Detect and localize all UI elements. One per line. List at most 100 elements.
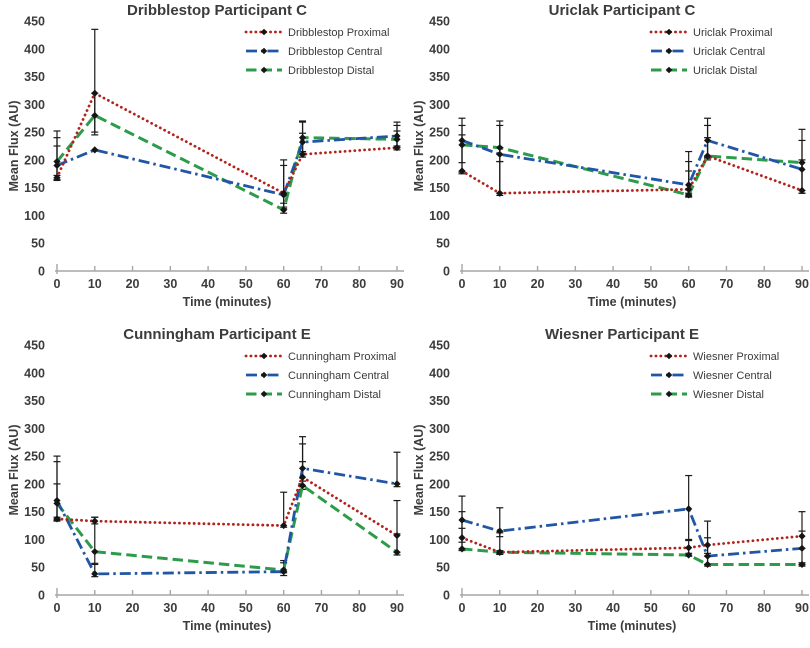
x-tick-label: 30 <box>163 277 177 291</box>
data-point-marker <box>393 548 401 556</box>
chart-title: Uriclak Participant C <box>549 2 696 19</box>
y-tick-label: 200 <box>24 477 45 491</box>
data-point-marker <box>458 534 466 542</box>
x-tick-label: 50 <box>644 277 658 291</box>
data-point-marker <box>665 371 673 379</box>
data-point-marker <box>298 481 307 490</box>
data-point-marker <box>685 505 693 513</box>
series-line <box>461 507 803 558</box>
chart-svg: Wiesner Participant E0501001502002503003… <box>412 326 809 633</box>
y-tick-label: 450 <box>24 339 45 353</box>
x-tick-label: 50 <box>239 601 253 615</box>
x-axis-title: Time (minutes) <box>183 619 272 633</box>
data-point-marker <box>458 167 466 175</box>
data-point-marker <box>798 165 806 173</box>
data-point-marker <box>685 544 693 552</box>
x-tick-label: 20 <box>126 601 140 615</box>
data-point-marker <box>91 111 99 120</box>
y-tick-label: 300 <box>429 98 450 112</box>
y-tick-label: 350 <box>429 394 450 408</box>
data-point-marker <box>280 521 288 530</box>
data-point-marker <box>393 531 401 540</box>
y-tick-label: 400 <box>429 42 450 56</box>
data-point-marker <box>53 161 61 170</box>
x-tick-label: 30 <box>568 601 582 615</box>
legend-label: Dribblestop Central <box>288 46 382 58</box>
series-line <box>460 534 804 554</box>
data-point-marker <box>53 157 61 166</box>
x-axis-title: Time (minutes) <box>183 295 272 309</box>
data-point-marker <box>496 144 504 152</box>
y-tick-label: 450 <box>429 339 450 353</box>
y-tick-label: 450 <box>429 15 450 29</box>
y-tick-label: 250 <box>24 126 45 140</box>
series-line <box>55 113 398 213</box>
y-tick-label: 50 <box>436 237 450 251</box>
data-point-marker <box>280 566 288 574</box>
data-point-marker <box>798 532 806 540</box>
x-tick-label: 70 <box>314 277 328 291</box>
x-tick-label: 10 <box>88 601 102 615</box>
x-tick-label: 40 <box>201 277 215 291</box>
y-tick-label: 100 <box>24 533 45 547</box>
x-tick-label: 70 <box>314 601 328 615</box>
x-tick-label: 90 <box>795 277 809 291</box>
chart-dribblestop-participant-c: Dribblestop Participant C 0 50 100 150 200 250… <box>0 0 405 324</box>
x-tick-label: 0 <box>459 277 466 291</box>
data-point-marker <box>685 191 693 199</box>
data-point-marker <box>458 136 466 145</box>
x-tick-label: 10 <box>88 277 102 291</box>
chart-title: Wiesner Participant E <box>545 326 699 343</box>
x-tick-label: 20 <box>531 601 545 615</box>
legend-label: Uriclak Proximal <box>693 27 772 39</box>
data-point-marker <box>260 47 268 55</box>
y-tick-label: 0 <box>443 265 450 279</box>
y-tick-label: 400 <box>24 366 45 380</box>
x-tick-label: 60 <box>277 277 291 291</box>
x-tick-label: 90 <box>390 277 404 291</box>
y-tick-label: 200 <box>24 153 45 167</box>
data-point-marker <box>798 560 806 569</box>
y-tick-label: 50 <box>31 561 45 575</box>
series-line <box>461 138 803 187</box>
y-tick-label: 300 <box>24 98 45 112</box>
data-point-marker <box>53 174 61 182</box>
y-tick-label: 100 <box>24 209 45 223</box>
y-tick-label: 200 <box>429 477 450 491</box>
y-tick-label: 150 <box>429 181 450 195</box>
legend-label: Uriclak Central <box>693 46 765 58</box>
data-point-marker <box>685 181 693 189</box>
y-tick-label: 100 <box>429 533 450 547</box>
data-point-marker <box>496 150 504 158</box>
chart-wiesner-participant-e: Wiesner Participant E 0 50 100 150 200 250 300 3… <box>405 324 810 648</box>
data-point-marker <box>665 352 673 360</box>
data-point-marker <box>260 66 268 74</box>
y-tick-label: 400 <box>429 366 450 380</box>
x-tick-label: 0 <box>54 601 61 615</box>
x-tick-label: 90 <box>795 601 809 615</box>
data-point-marker <box>393 144 401 152</box>
data-point-marker <box>458 516 466 524</box>
y-tick-label: 150 <box>24 181 45 195</box>
data-point-marker <box>496 527 504 535</box>
legend-label: Wiesner Proximal <box>693 351 779 363</box>
x-axis-title: Time (minutes) <box>588 295 677 309</box>
series-line <box>56 134 398 197</box>
data-point-marker <box>393 135 401 143</box>
data-point-marker <box>298 138 307 146</box>
legend-label: Cunningham Central <box>288 370 389 382</box>
y-tick-label: 400 <box>24 42 45 56</box>
chart-title: Dribblestop Participant C <box>127 2 307 19</box>
data-point-marker <box>703 136 712 145</box>
data-point-marker <box>665 47 673 55</box>
y-tick-label: 300 <box>429 422 450 436</box>
x-tick-label: 70 <box>719 277 733 291</box>
data-point-marker <box>260 352 268 360</box>
data-point-marker <box>685 185 693 193</box>
series-line <box>55 91 399 196</box>
data-point-marker <box>665 390 673 398</box>
y-tick-label: 50 <box>436 561 450 575</box>
data-point-marker <box>458 545 466 553</box>
data-point-marker <box>91 548 99 556</box>
data-point-marker <box>260 371 268 379</box>
